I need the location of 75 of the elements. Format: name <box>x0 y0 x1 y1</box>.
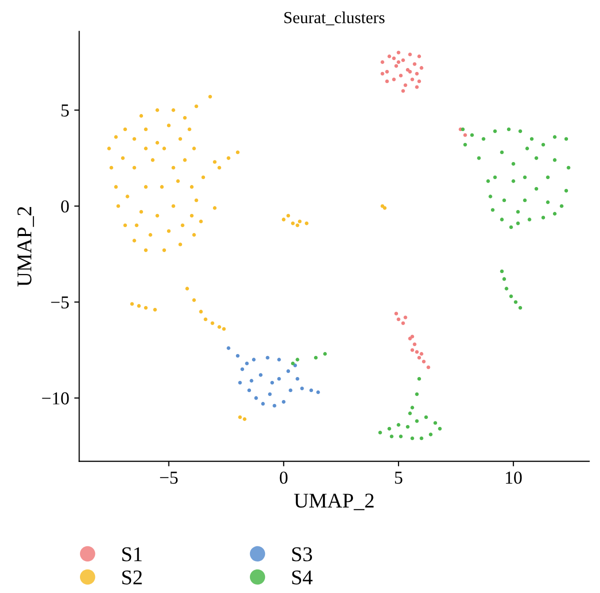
point <box>415 72 419 76</box>
point <box>380 60 384 64</box>
point <box>309 388 314 392</box>
point <box>398 74 403 78</box>
point <box>247 388 252 392</box>
point <box>422 360 426 364</box>
point <box>394 312 398 316</box>
point <box>254 396 258 400</box>
point <box>296 376 300 381</box>
point <box>250 378 254 383</box>
point <box>420 352 424 356</box>
point <box>410 78 414 82</box>
y-tick-label: −10 <box>42 392 69 404</box>
point <box>417 54 422 58</box>
point <box>404 316 408 320</box>
point <box>420 66 424 70</box>
y-tick-label: −5 <box>51 296 69 308</box>
point <box>463 133 467 137</box>
point <box>412 62 416 66</box>
point <box>272 404 276 408</box>
point <box>258 373 263 377</box>
point <box>316 390 320 394</box>
point <box>277 376 281 381</box>
point <box>401 89 405 93</box>
point <box>277 358 281 362</box>
point <box>385 70 389 74</box>
point <box>270 380 274 384</box>
point <box>412 342 416 346</box>
point <box>415 350 419 354</box>
point <box>408 70 412 74</box>
x-tick-label: 0 <box>280 472 288 484</box>
point <box>417 79 422 84</box>
point <box>396 317 400 322</box>
legend-label: S1 <box>122 547 142 562</box>
point <box>396 60 400 64</box>
x-tick-label: −5 <box>160 472 178 484</box>
point <box>408 336 412 340</box>
chart-title: Seurat_clusters <box>284 12 385 26</box>
point <box>396 50 400 54</box>
point <box>240 367 244 372</box>
point <box>286 369 290 373</box>
point <box>380 72 384 76</box>
point <box>401 321 405 325</box>
point <box>288 388 292 392</box>
point <box>410 348 414 352</box>
point <box>404 83 408 88</box>
point <box>252 358 256 362</box>
x-tick-label: 5 <box>395 472 402 484</box>
point <box>387 54 392 58</box>
point <box>385 79 389 84</box>
point <box>268 392 272 396</box>
point <box>417 356 422 360</box>
point <box>408 52 412 56</box>
point <box>300 386 304 390</box>
y-axis-title: UMAP_2 <box>17 207 34 286</box>
x-axis-title: UMAP_2 <box>294 494 374 510</box>
point <box>394 64 398 68</box>
legend-label: S4 <box>292 570 313 584</box>
point <box>226 346 230 350</box>
legend-label: S2 <box>122 570 142 584</box>
point <box>392 78 396 82</box>
point <box>426 365 430 370</box>
point <box>245 362 249 366</box>
legend-label: S3 <box>292 547 312 562</box>
point <box>392 56 396 60</box>
y-tick-label: 5 <box>62 104 69 117</box>
point <box>282 400 286 404</box>
point <box>401 58 405 62</box>
point <box>415 85 419 89</box>
point <box>236 354 240 358</box>
point <box>238 380 242 384</box>
point <box>261 402 265 406</box>
x-tick-label: 10 <box>506 472 522 484</box>
y-tick-label: 0 <box>61 200 69 213</box>
point <box>266 356 270 360</box>
